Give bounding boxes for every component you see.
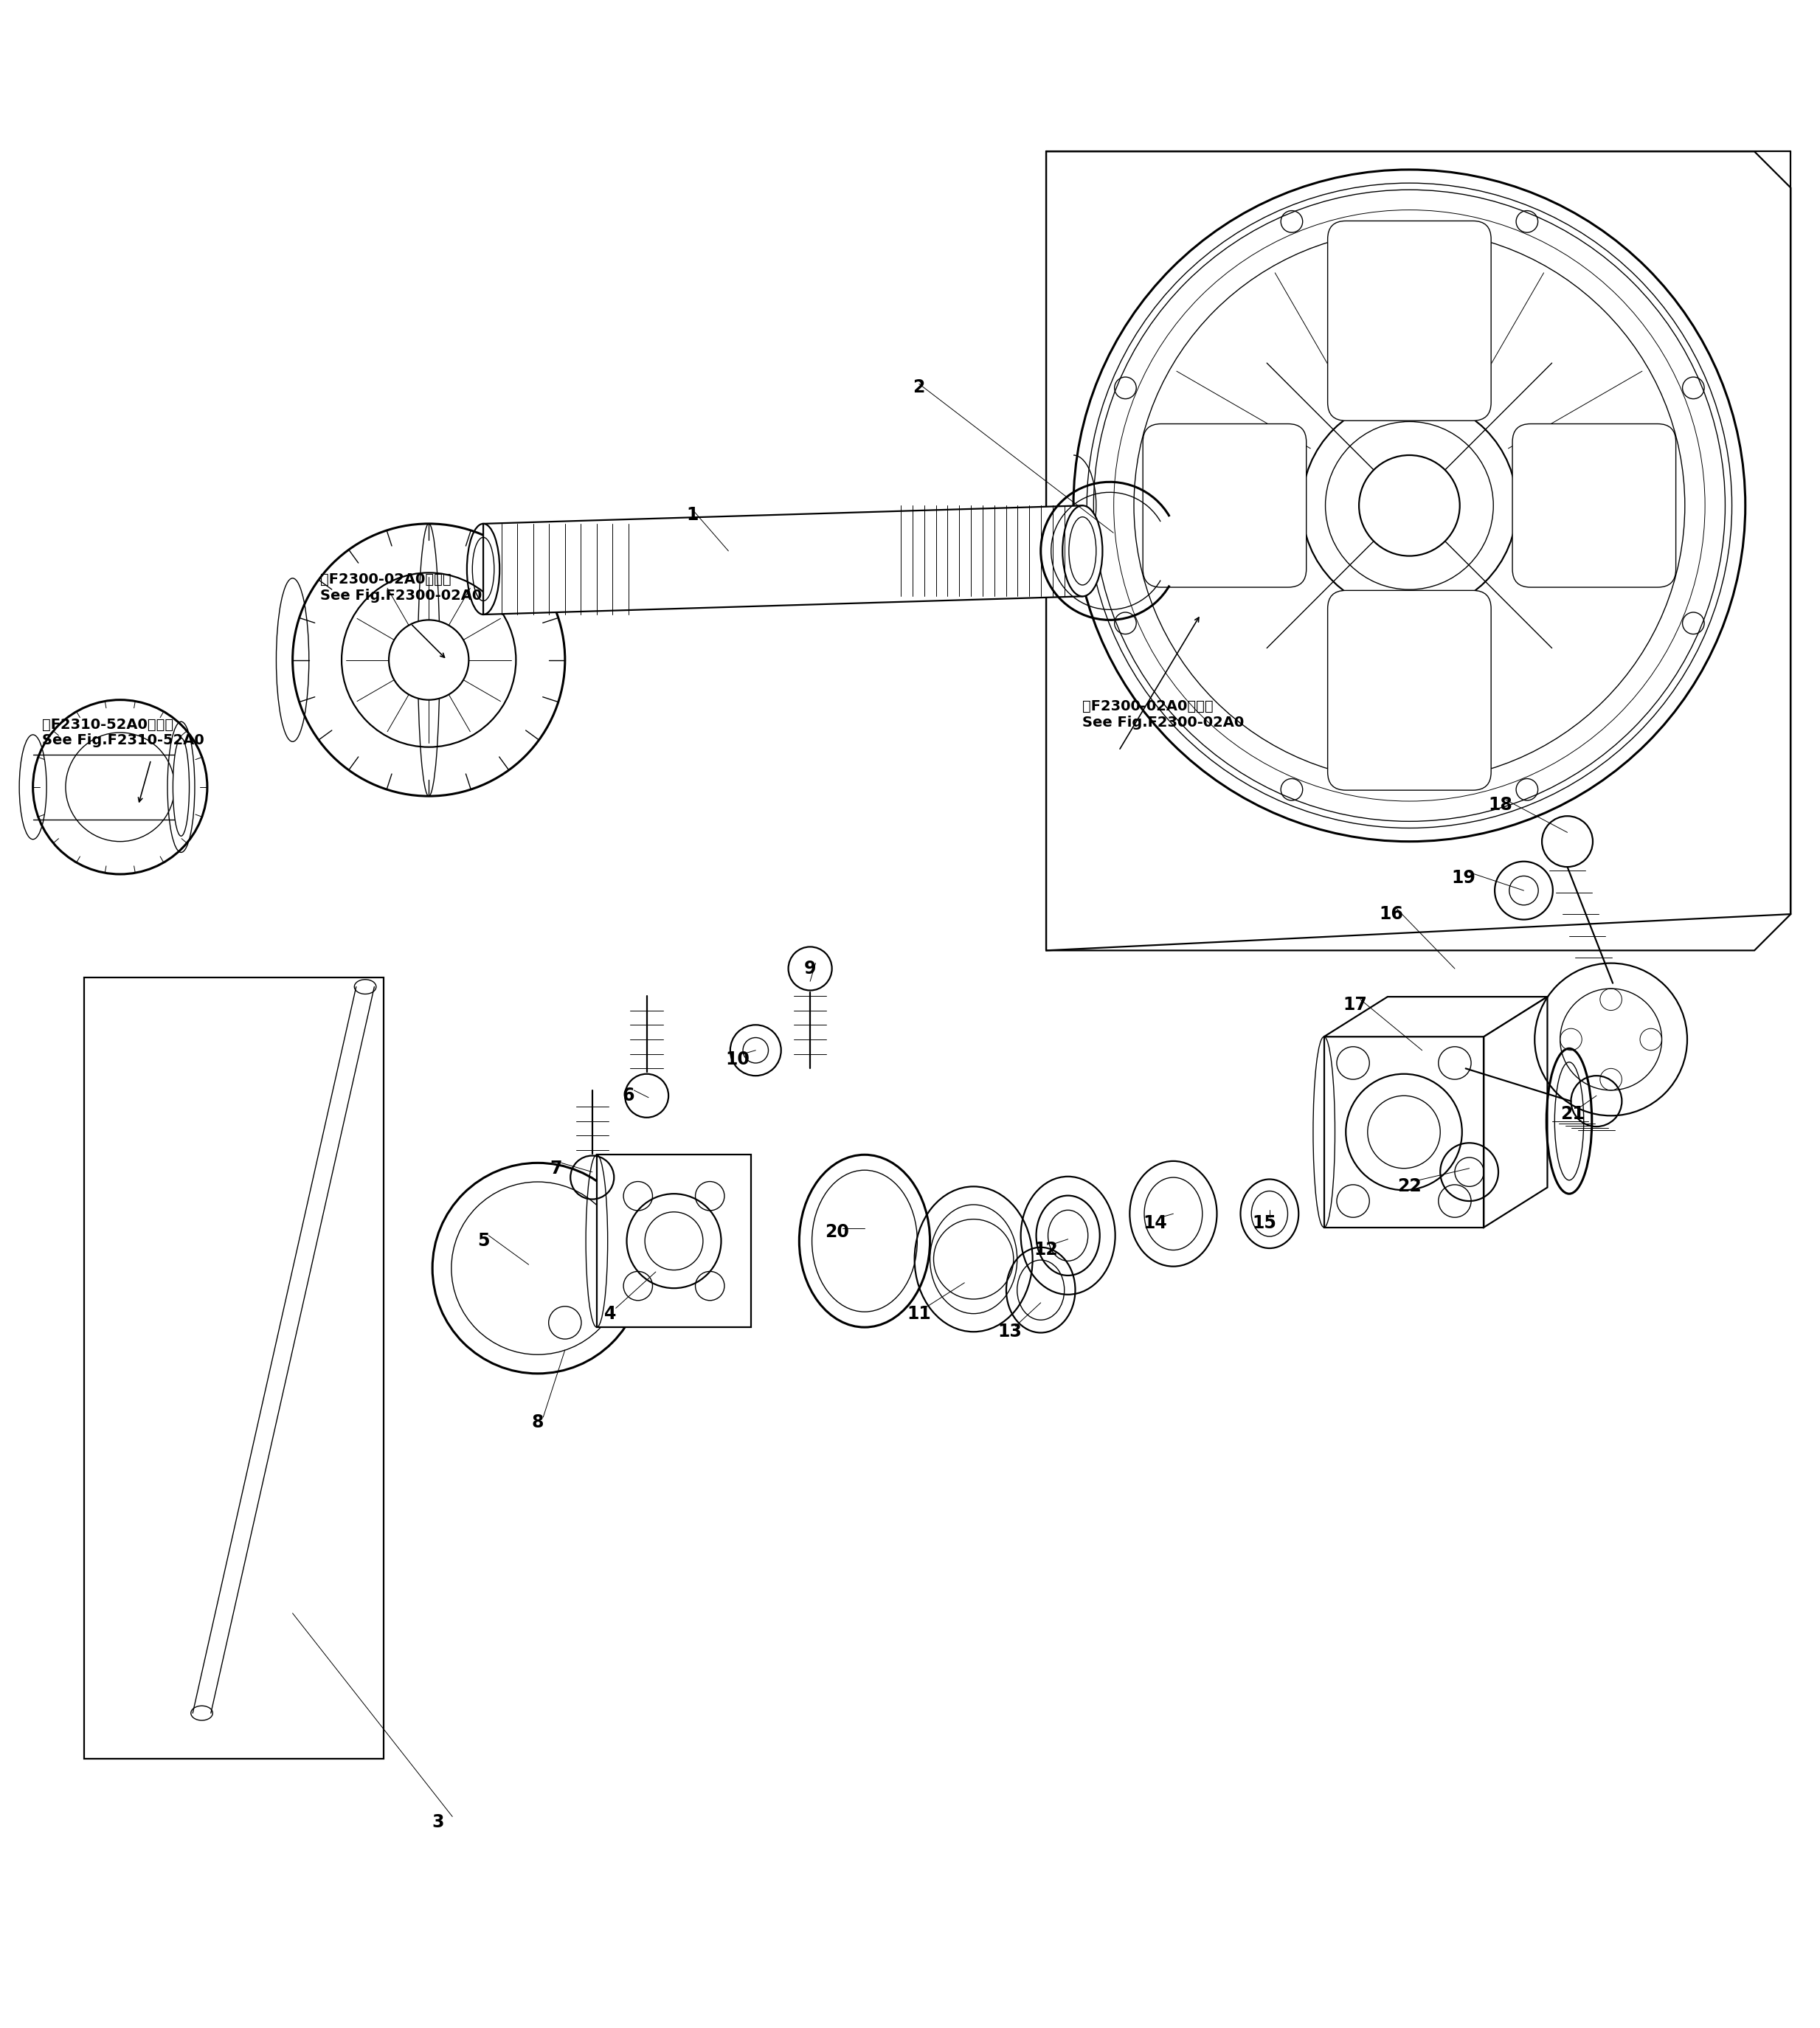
Text: 17: 17 [1343, 996, 1367, 1014]
Text: 14: 14 [1143, 1215, 1167, 1231]
Ellipse shape [1063, 505, 1103, 596]
Ellipse shape [173, 738, 189, 836]
Polygon shape [1323, 1036, 1483, 1227]
Text: 19: 19 [1452, 868, 1476, 886]
Text: 4: 4 [604, 1304, 617, 1322]
Polygon shape [597, 1154, 752, 1326]
Text: 20: 20 [824, 1223, 850, 1241]
FancyBboxPatch shape [1327, 590, 1491, 791]
Text: 2: 2 [914, 379, 925, 395]
Text: 8: 8 [531, 1414, 544, 1432]
Text: 9: 9 [804, 959, 815, 977]
Polygon shape [484, 505, 1083, 614]
Text: 21: 21 [1562, 1105, 1585, 1124]
Text: 3: 3 [431, 1813, 444, 1831]
Text: 第F2310-52A0図参照
See Fig.F2310-52A0: 第F2310-52A0図参照 See Fig.F2310-52A0 [42, 718, 204, 748]
Circle shape [389, 621, 470, 700]
Text: 22: 22 [1398, 1178, 1421, 1194]
Polygon shape [1323, 996, 1547, 1036]
Text: 11: 11 [906, 1304, 932, 1322]
Polygon shape [1483, 996, 1547, 1227]
Text: 16: 16 [1380, 904, 1403, 923]
Text: 7: 7 [550, 1160, 562, 1176]
Text: 18: 18 [1489, 797, 1512, 813]
Text: 6: 6 [622, 1087, 635, 1105]
FancyBboxPatch shape [1327, 221, 1491, 420]
Text: 第F2300-02A0図参照
See Fig.F2300-02A0: 第F2300-02A0図参照 See Fig.F2300-02A0 [320, 572, 482, 602]
Text: 1: 1 [686, 505, 699, 523]
Text: 10: 10 [726, 1051, 750, 1069]
Text: 第F2300-02A0図参照
See Fig.F2300-02A0: 第F2300-02A0図参照 See Fig.F2300-02A0 [1083, 700, 1245, 730]
Text: 13: 13 [997, 1322, 1023, 1341]
Text: 12: 12 [1034, 1241, 1057, 1259]
Circle shape [1094, 191, 1725, 821]
FancyBboxPatch shape [1143, 424, 1307, 588]
FancyBboxPatch shape [1512, 424, 1676, 588]
Text: 5: 5 [477, 1233, 490, 1249]
Circle shape [1360, 454, 1460, 556]
Text: 15: 15 [1252, 1215, 1276, 1231]
